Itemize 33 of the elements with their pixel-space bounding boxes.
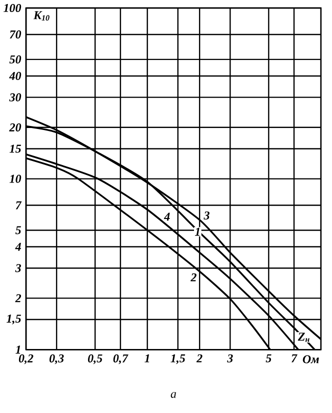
x-tick-label: 0,7: [113, 354, 128, 364]
x-tick-label: 1,5: [170, 354, 185, 364]
y-tick-label: 50: [9, 55, 21, 64]
y-tick-label: 100: [3, 4, 21, 12]
x-tick-label: 0,2: [18, 354, 34, 364]
x-axis-title: Ом: [302, 355, 319, 364]
annotation: 3: [204, 211, 210, 220]
y-axis-title: K$_{10}$: [33, 11, 50, 21]
annotation: 1: [194, 228, 200, 236]
y-tick-label: 10: [9, 174, 21, 183]
annotation: Z$_{н}$: [298, 332, 310, 342]
y-tick-label: 70: [10, 30, 21, 39]
x-tick-label: 2: [196, 354, 202, 362]
y-tick-label: 4: [14, 242, 21, 251]
x-tick-label: 0,3: [49, 354, 64, 364]
y-tick-label: 3: [15, 264, 21, 272]
y-tick-label: 5: [15, 226, 21, 234]
x-tick-label: 5: [266, 354, 272, 362]
x-tick-label: 3: [226, 354, 233, 362]
y-tick-label: 1: [15, 346, 20, 354]
y-tick-label: 40: [8, 72, 21, 80]
y-tick-label: 15: [9, 144, 21, 153]
annotation: 2: [190, 273, 196, 282]
x-tick-label: 0,5: [88, 354, 102, 364]
annotation: 4: [164, 212, 170, 221]
text: а: [170, 392, 176, 398]
y-tick-label: 1,5: [6, 314, 21, 324]
y-tick-label: 30: [9, 93, 21, 102]
y-tick-label: 20: [9, 123, 21, 132]
y-tick-label: 2: [15, 294, 21, 302]
x-tick-label: 1: [144, 354, 150, 362]
y-tick-label: 7: [16, 201, 22, 210]
x-tick-label: 7: [291, 354, 298, 362]
